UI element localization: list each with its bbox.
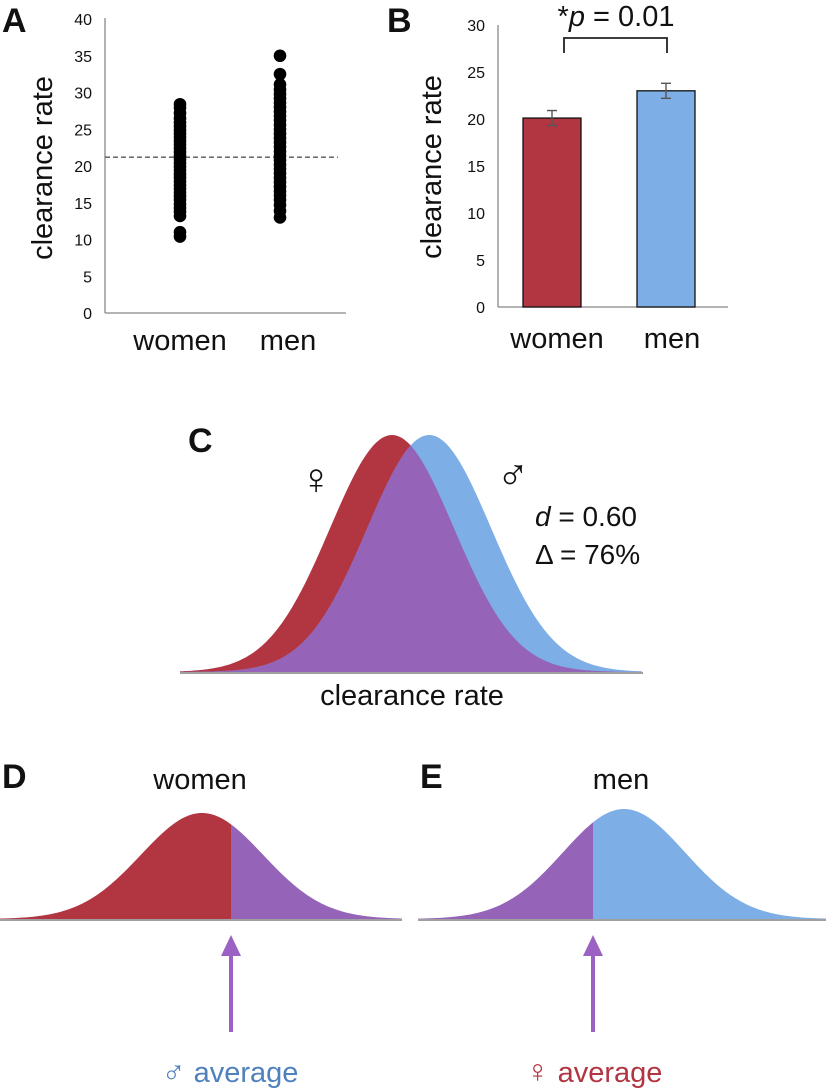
panel-d-marker-label: ♂ average — [162, 1053, 299, 1089]
panel-b-category-men: men — [644, 323, 700, 355]
panel-b-y-tick: 0 — [476, 300, 485, 317]
male-symbol-icon: ♂ — [497, 449, 530, 498]
panel-b-category-women: women — [509, 323, 604, 355]
panel-a-category-men: men — [260, 325, 316, 357]
female-symbol-icon: ♀ — [526, 1053, 550, 1089]
panel-label-a: A — [2, 2, 27, 40]
panel-d-title: women — [152, 764, 247, 796]
panel-e-arrow-icon — [583, 935, 603, 1032]
panel-b-y-axis-title: clearance rate — [416, 75, 448, 259]
panel-e-above-cutoff-area — [593, 809, 826, 919]
p-value-rest: = 0.01 — [585, 1, 675, 33]
panel-b-y-tick: 25 — [467, 65, 485, 82]
panel-a-y-tick: 10 — [74, 233, 92, 250]
panel-a-point-women — [173, 97, 187, 111]
panel-b-bars — [522, 82, 696, 308]
panel-a-category-women: women — [132, 325, 227, 357]
panel-b-y-tick-labels: 0 5 10 15 20 25 30 — [467, 18, 485, 317]
panel-a-point-men — [273, 67, 287, 81]
panel-a-point-men — [273, 49, 287, 63]
panel-a-points — [173, 49, 287, 243]
panel-label-e: E — [420, 758, 443, 796]
p-value-prefix: * — [558, 1, 569, 33]
panel-b-p-value-annotation: *p = 0.01 — [558, 1, 675, 33]
panel-e-below-cutoff-area — [418, 822, 593, 919]
panel-label-c: C — [188, 422, 213, 460]
effect-size-symbol: d — [535, 501, 552, 532]
panel-d-arrow-icon — [221, 935, 241, 1032]
panel-e-marker-text: average — [550, 1057, 663, 1089]
panel-a-y-axis-title: clearance rate — [27, 76, 59, 260]
female-symbol-icon: ♀ — [300, 455, 333, 504]
panel-a-y-tick: 15 — [74, 196, 92, 213]
panel-c-delta: Δ = 76% — [535, 539, 640, 570]
panel-a-y-tick: 40 — [74, 12, 92, 29]
panel-b-error-bar-men — [661, 82, 671, 100]
panel-b-bar-women — [522, 117, 582, 308]
panel-a-y-tick: 20 — [74, 159, 92, 176]
panel-b-y-tick: 5 — [476, 253, 485, 270]
panel-b-significance-bracket — [563, 37, 668, 53]
panel-a-y-tick: 25 — [74, 122, 92, 139]
panel-d-above-cutoff-area — [231, 824, 402, 919]
panel-e-title: men — [593, 764, 649, 796]
panel-a-y-tick: 5 — [83, 269, 92, 286]
panel-a-point-men — [273, 78, 287, 91]
panel-a-y-tick: 35 — [74, 49, 92, 66]
panel-b-error-bar-women — [547, 109, 557, 127]
panel-a-point-women — [173, 225, 187, 239]
panel-d-below-cutoff-area — [0, 813, 231, 919]
male-symbol-icon: ♂ — [162, 1053, 186, 1089]
panel-b-y-tick: 20 — [467, 112, 485, 129]
panel-e-marker-label: ♀ average — [526, 1053, 663, 1089]
panel-d-marker-text: average — [186, 1057, 299, 1089]
panel-a-y-tick: 0 — [83, 306, 92, 323]
panel-label-b: B — [387, 2, 412, 40]
panel-c-x-axis-title: clearance rate — [320, 680, 504, 712]
panel-b-y-tick: 15 — [467, 159, 485, 176]
p-value-variable: p — [568, 1, 585, 33]
panel-d: D women ♂ average — [0, 758, 402, 1089]
panel-a-y-tick-labels: 0 5 10 15 20 25 30 35 40 — [74, 12, 92, 323]
panel-e: E men ♀ average — [418, 758, 826, 1089]
panel-c-effect-size: d = 0.60 — [535, 501, 637, 532]
panel-b-bar-men — [636, 90, 696, 308]
panel-a-y-tick: 30 — [74, 86, 92, 103]
panel-label-d: D — [2, 758, 27, 796]
panel-b-y-tick: 10 — [467, 206, 485, 223]
effect-size-value: = 0.60 — [551, 501, 637, 532]
panel-b-y-tick: 30 — [467, 18, 485, 35]
panel-c: C ♀ ♂ d = 0.60 Δ = 76% clearance rate — [180, 422, 643, 712]
